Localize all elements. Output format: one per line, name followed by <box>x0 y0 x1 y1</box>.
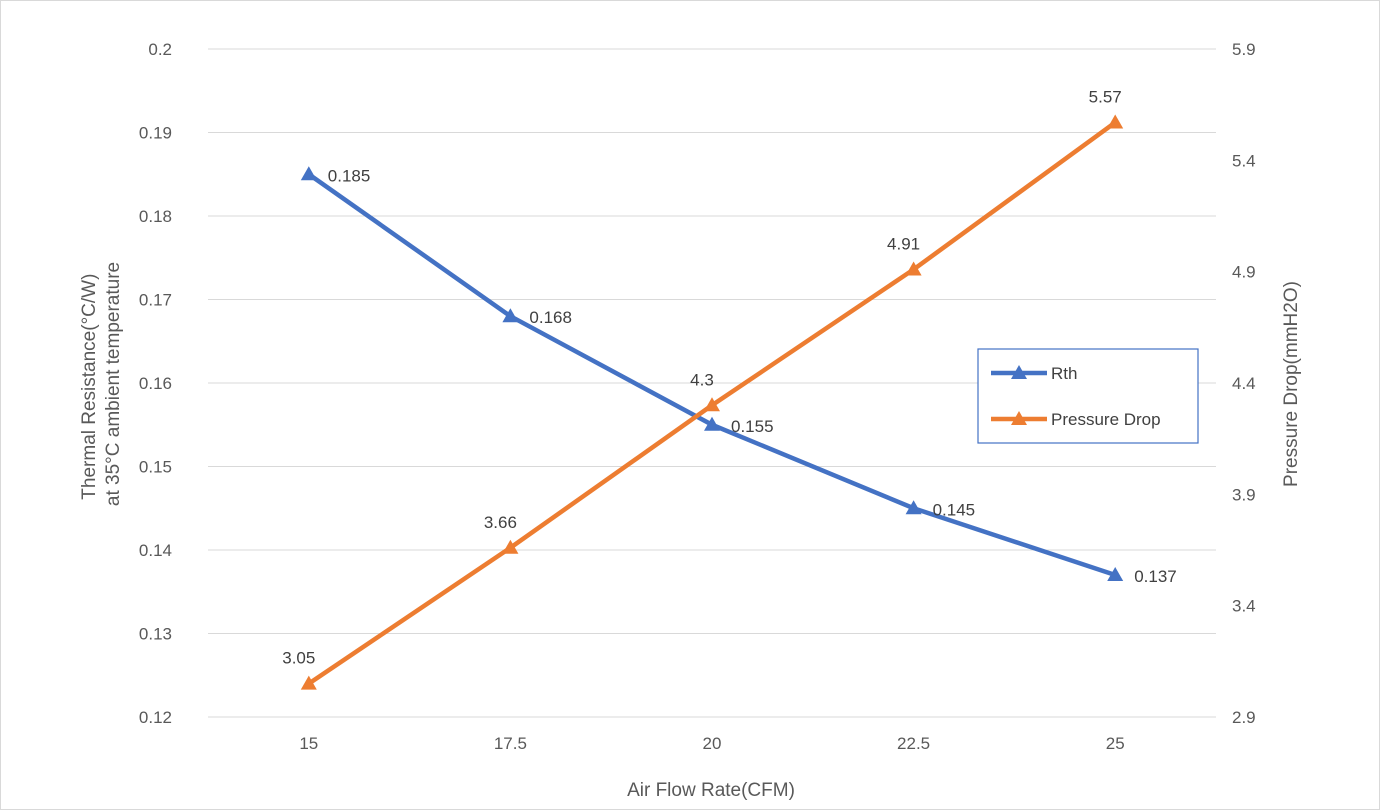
legend-swatch-marker <box>1011 411 1027 425</box>
data-label: 0.137 <box>1134 567 1177 586</box>
data-point <box>502 308 519 323</box>
series-1 <box>300 114 1124 690</box>
right-tick-label: 4.4 <box>1232 374 1256 393</box>
data-label: 0.145 <box>933 500 976 519</box>
data-point <box>502 539 519 554</box>
data-point <box>704 416 720 431</box>
left-tick-label: 0.13 <box>139 625 172 644</box>
x-tick-label: 17.5 <box>494 734 527 753</box>
left-tick-label: 0.15 <box>139 458 172 477</box>
left-tick-label: 0.16 <box>139 374 172 393</box>
data-point <box>905 500 922 515</box>
right-tick-label: 2.9 <box>1232 708 1256 727</box>
data-point <box>300 675 317 690</box>
left-tick-label: 0.17 <box>139 291 172 310</box>
data-label: 5.57 <box>1089 87 1122 106</box>
x-tick-label: 22.5 <box>897 734 930 753</box>
left-axis-ticks: 0.12 0.13 0.14 0.15 0.16 0.17 0.18 0.19 0.2 <box>139 40 172 727</box>
legend-item: Pressure Drop <box>991 410 1161 429</box>
data-point <box>300 166 317 181</box>
left-tick-label: 0.19 <box>139 124 172 143</box>
legend-swatch-marker <box>1011 365 1027 379</box>
legend-label: Pressure Drop <box>1051 410 1161 429</box>
series-0 <box>300 166 1124 582</box>
left-tick-label: 0.14 <box>139 541 172 560</box>
data-labels: 0.185 0.168 0.155 0.145 0.137 3.05 3.66 4.3 4.91… <box>282 87 1176 667</box>
right-tick-label: 5.4 <box>1232 151 1256 170</box>
left-axis-title: Thermal Resistance(°C/W) at 35°C ambient… <box>79 262 124 506</box>
data-label: 0.168 <box>529 308 572 327</box>
data-point <box>1107 114 1124 129</box>
data-point <box>704 397 720 412</box>
x-tick-label: 25 <box>1106 734 1125 753</box>
right-tick-label: 3.4 <box>1232 597 1256 616</box>
right-axis-title: Pressure Drop(mmH2O) <box>1281 281 1302 487</box>
legend-box <box>977 348 1199 444</box>
data-label: 4.3 <box>690 370 714 389</box>
x-tick-label: 15 <box>299 734 318 753</box>
x-tick-label: 20 <box>703 734 722 753</box>
data-point <box>1107 567 1124 582</box>
x-axis-ticks: 15 17.5 20 22.5 25 <box>299 734 1124 753</box>
data-label: 0.185 <box>328 166 371 185</box>
left-axis-title-line-1: Thermal Resistance(°C/W) <box>79 274 100 500</box>
gridlines <box>208 48 1216 718</box>
legend: Rth Pressure Drop <box>977 348 1199 444</box>
legend-item: Rth <box>991 364 1077 383</box>
left-tick-label: 0.2 <box>148 40 172 59</box>
right-axis-ticks: 2.9 3.4 3.9 4.4 4.9 5.4 5.9 <box>1232 40 1256 727</box>
right-tick-label: 5.9 <box>1232 40 1256 59</box>
legend-items: Rth Pressure Drop <box>991 364 1161 429</box>
right-tick-label: 4.9 <box>1232 263 1256 282</box>
x-axis-title: Air Flow Rate(CFM) <box>627 780 795 801</box>
legend-label: Rth <box>1051 364 1077 383</box>
left-tick-label: 0.18 <box>139 207 172 226</box>
data-label: 0.155 <box>731 417 774 436</box>
left-tick-label: 0.12 <box>139 708 172 727</box>
right-tick-label: 3.9 <box>1232 485 1256 504</box>
series-layer <box>300 114 1124 690</box>
data-label: 3.05 <box>282 649 315 668</box>
left-axis-title-line-2: at 35°C ambient temperature <box>103 262 124 506</box>
data-label: 4.91 <box>887 234 920 253</box>
data-label: 3.66 <box>484 513 517 532</box>
data-point <box>905 261 922 276</box>
